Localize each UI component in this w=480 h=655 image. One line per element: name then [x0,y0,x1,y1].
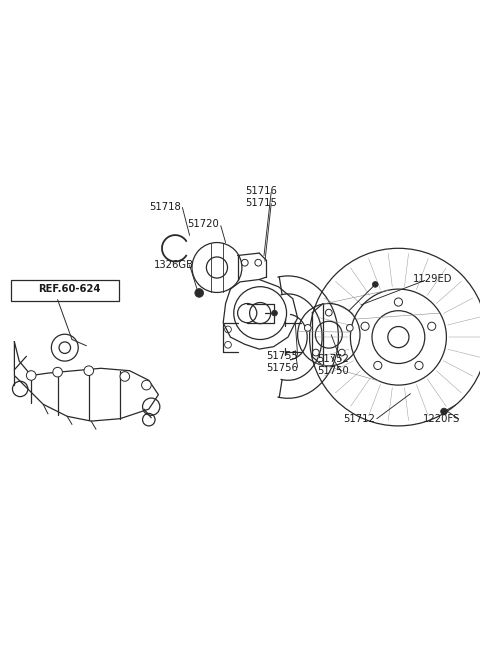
Circle shape [395,298,402,306]
Circle shape [195,289,204,297]
Text: 51718: 51718 [149,202,180,212]
Circle shape [197,291,202,295]
Text: 51756: 51756 [266,364,298,373]
Circle shape [304,324,311,331]
Text: 1220FS: 1220FS [422,414,460,424]
Circle shape [312,349,319,356]
Text: 51750: 51750 [317,365,348,376]
Text: 51752: 51752 [317,354,348,364]
Circle shape [272,310,277,316]
Text: 51720: 51720 [187,219,219,229]
Circle shape [142,381,151,390]
Circle shape [415,362,423,369]
Text: 51715: 51715 [245,198,276,208]
Circle shape [441,408,447,415]
Circle shape [255,259,262,266]
Circle shape [225,341,231,348]
Circle shape [428,322,436,330]
Text: REF.60-624: REF.60-624 [38,284,101,294]
Circle shape [374,362,382,369]
Text: 51716: 51716 [245,186,276,196]
Circle shape [338,349,345,356]
Circle shape [225,326,231,333]
Circle shape [84,366,94,375]
Circle shape [325,309,332,316]
Text: 51755: 51755 [266,351,298,362]
Circle shape [120,371,130,381]
Circle shape [347,324,353,331]
Circle shape [361,322,369,330]
Circle shape [372,282,378,288]
Text: 1326GB: 1326GB [154,260,193,270]
Text: 51712: 51712 [343,414,375,424]
Circle shape [26,371,36,381]
Circle shape [241,259,248,266]
Text: 1129ED: 1129ED [413,274,452,284]
Circle shape [53,367,62,377]
